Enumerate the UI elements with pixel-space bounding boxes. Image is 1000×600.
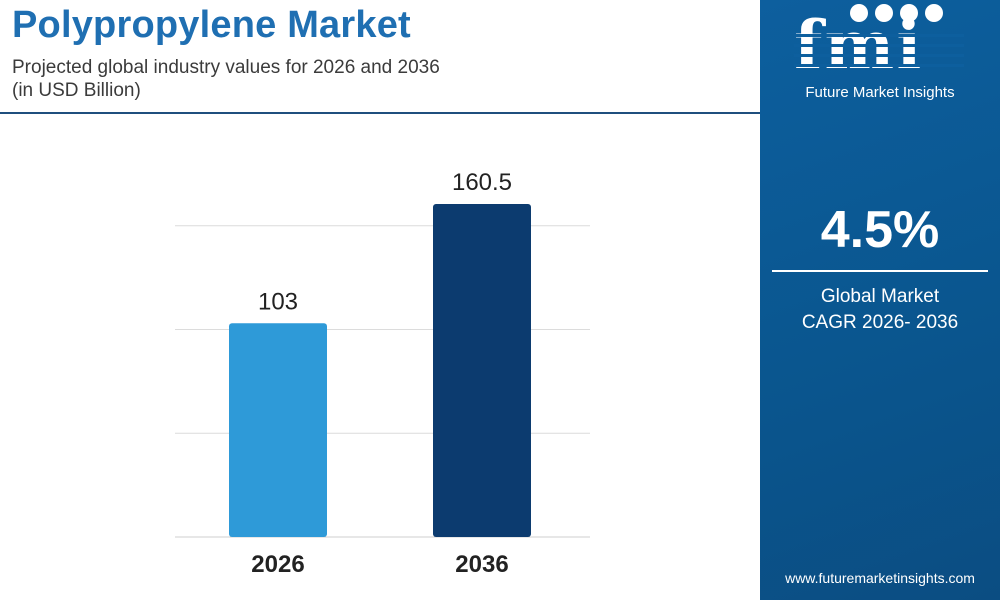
cagr-divider <box>772 270 988 272</box>
website-link[interactable]: www.futuremarketinsights.com <box>785 570 975 586</box>
cagr-label: Global Market CAGR 2026- 2036 <box>760 284 1000 336</box>
brand-name: Future Market Insights <box>805 84 955 101</box>
data-label-2036: 160.5 <box>452 169 512 196</box>
globe-icon <box>850 4 868 22</box>
globe-icon <box>875 4 893 22</box>
bar-2036 <box>433 203 531 537</box>
x-tick-label-2026: 2026 <box>251 551 304 578</box>
subtitle-text: Projected global industry values for 202… <box>12 57 440 78</box>
bar-2026 <box>229 323 327 537</box>
globe-icon <box>925 4 943 22</box>
fmi-logo: fmi <box>760 0 1000 110</box>
cagr-value: 4.5% <box>820 201 940 259</box>
bar-chart: 103 2026 160.5 2036 <box>175 169 590 578</box>
globe-icon <box>900 4 918 22</box>
data-label-2026: 103 <box>258 288 298 315</box>
chart-panel: Polypropylene Market Projected global in… <box>0 4 760 578</box>
page-subtitle: Projected global industry values for 202… <box>12 56 612 102</box>
cagr-label-line2: CAGR 2026- 2036 <box>801 312 959 333</box>
logo-globe-icons <box>850 4 970 28</box>
cagr-label-line1: Global Market <box>820 286 940 307</box>
cagr-sidebar: fmi Future Market Insights 4.5% Global M… <box>760 0 1000 600</box>
units-text: (in USD Billion) <box>12 80 141 101</box>
x-tick-label-2036: 2036 <box>455 551 508 578</box>
header-divider <box>0 112 760 114</box>
logo-stripes <box>794 34 964 80</box>
page-title: Polypropylene Market <box>12 4 411 46</box>
